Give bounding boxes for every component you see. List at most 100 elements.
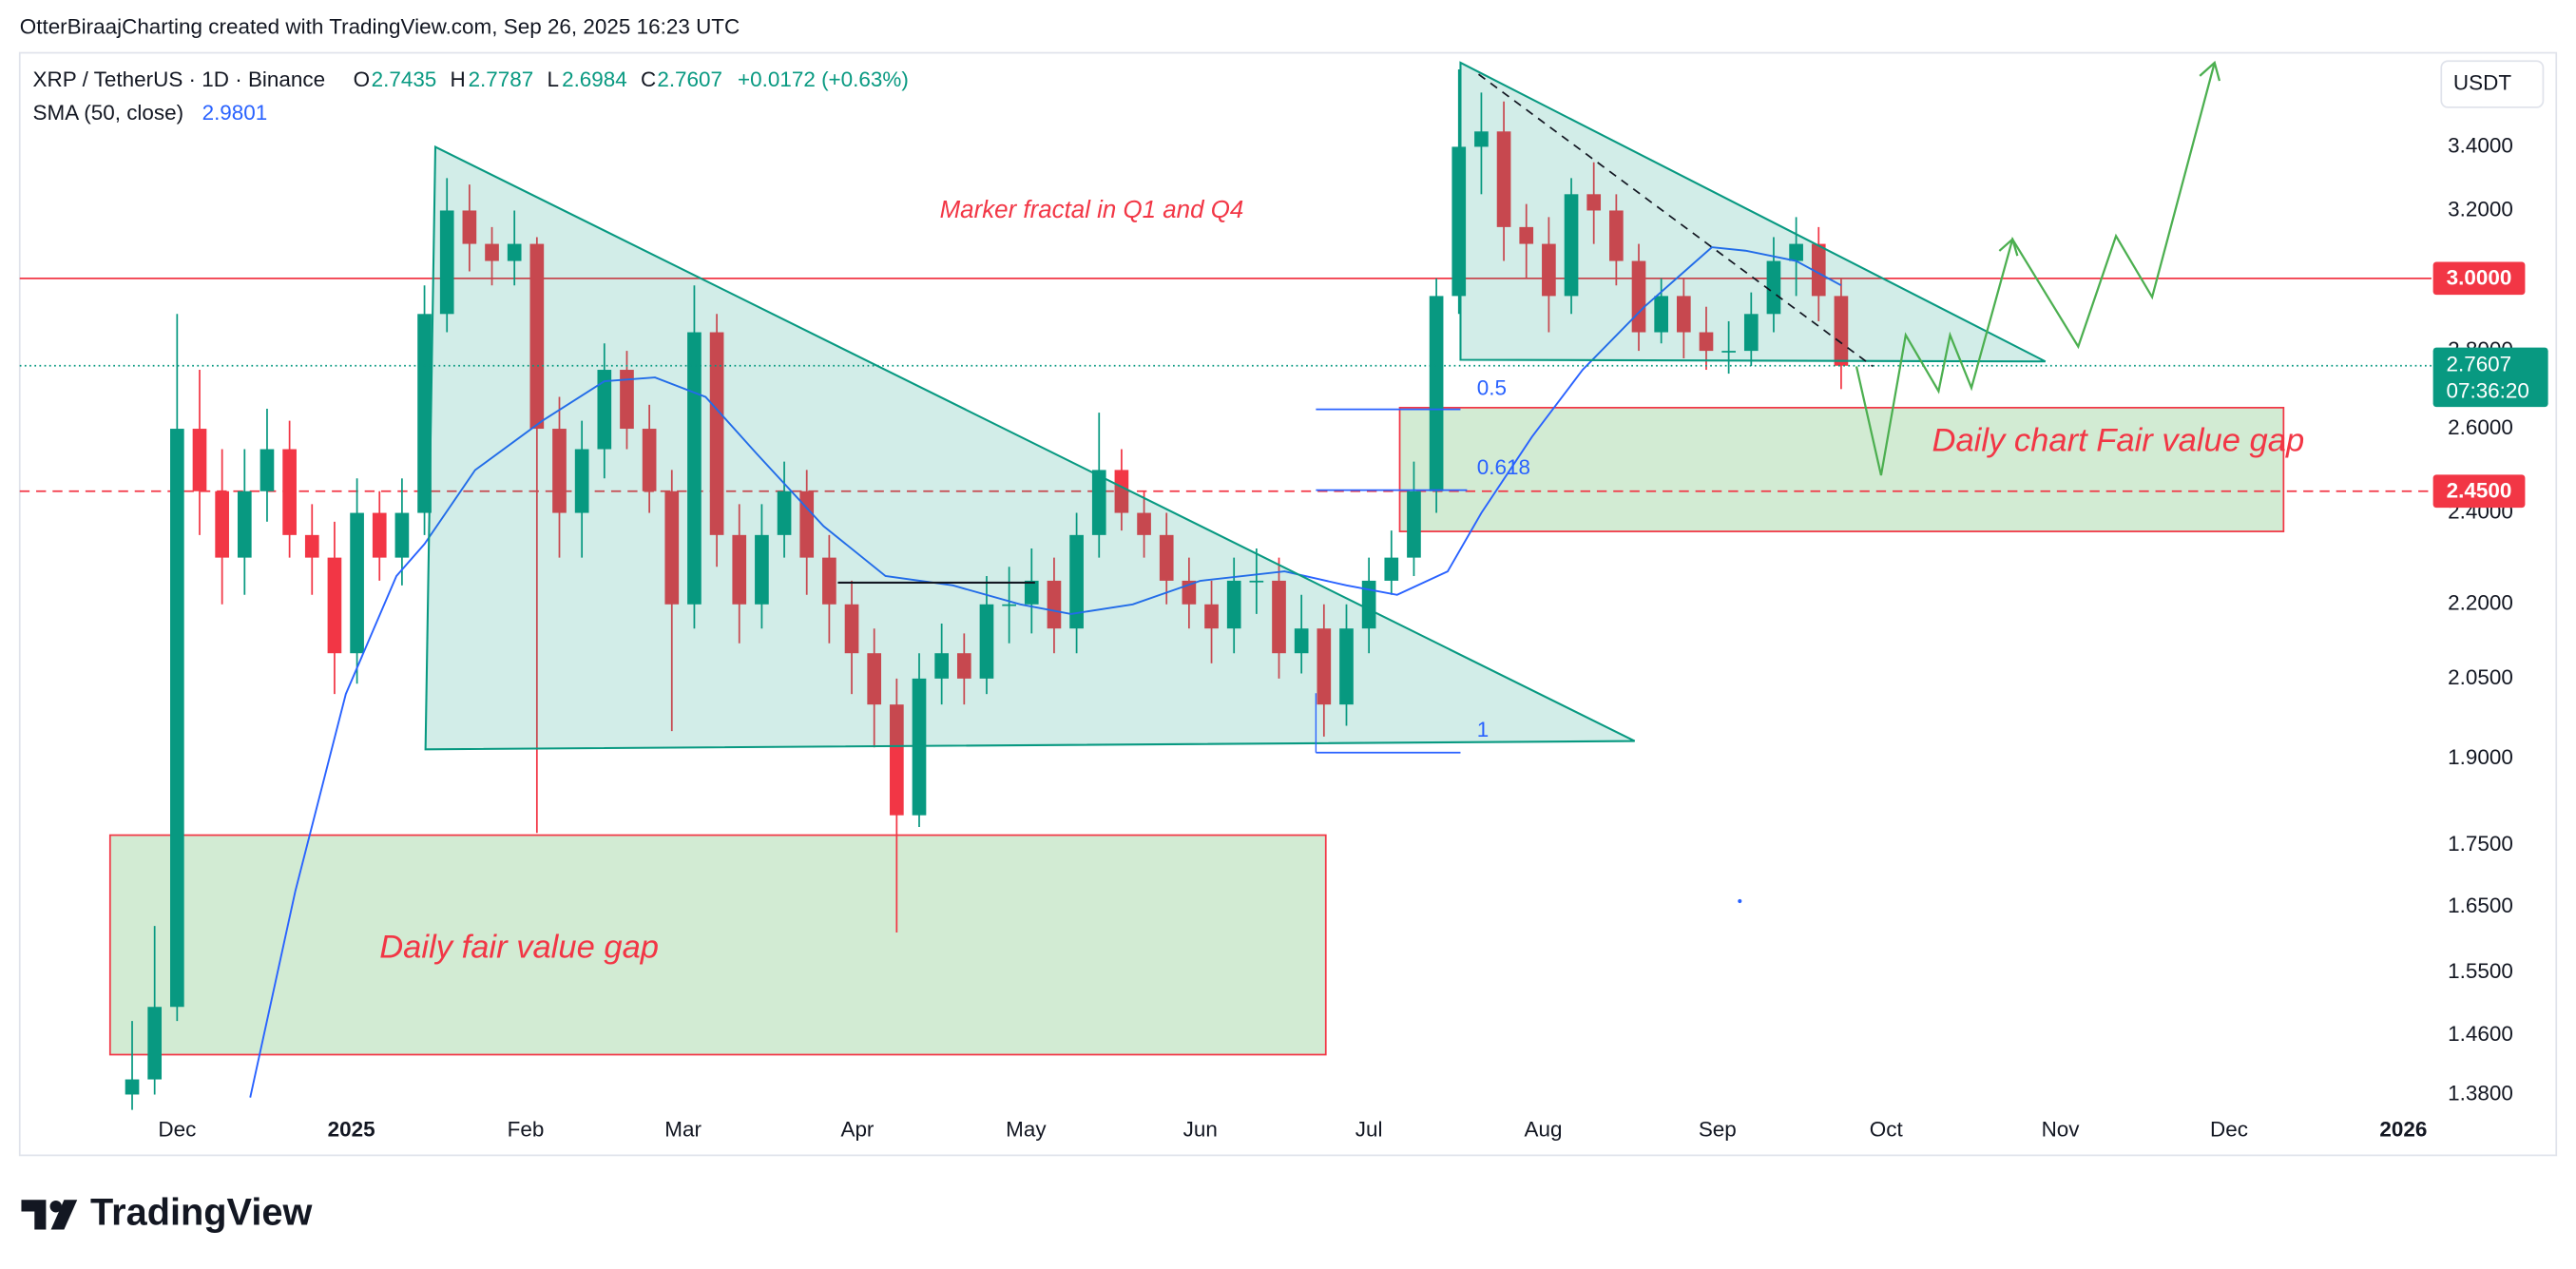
candle-body	[1519, 226, 1534, 244]
candle-body	[417, 314, 432, 513]
brand-logo: TradingView	[21, 1191, 313, 1233]
candle-body	[170, 429, 184, 1008]
last-price-box	[2432, 347, 2548, 408]
candle-body	[822, 557, 836, 605]
candle-body	[1159, 534, 1174, 581]
candle-body	[620, 370, 634, 430]
candle-body	[777, 490, 792, 535]
x-tick-label: Mar	[664, 1117, 702, 1141]
drawings-over: 0.5 0.618 1 Marker fractal in Q1 and Q4 …	[379, 60, 2304, 966]
candle-body	[1361, 580, 1376, 629]
price-label-box	[2432, 261, 2526, 296]
ohlc-key: H	[451, 67, 466, 91]
x-tick-label: 2025	[328, 1117, 375, 1141]
candle-body	[1249, 580, 1264, 583]
x-tick-label: Apr	[840, 1117, 874, 1141]
x-tick-label: Dec	[2210, 1117, 2248, 1141]
price-label: 3.0000	[2447, 266, 2512, 290]
trend-line	[1477, 73, 1874, 368]
candle-body	[1699, 332, 1714, 352]
chart-frame	[18, 51, 2558, 1157]
brand: TradingView	[90, 1191, 313, 1233]
candle-body	[304, 534, 319, 558]
drawings-under	[108, 406, 2285, 1056]
candle-body	[439, 210, 454, 315]
candle-body	[1294, 628, 1309, 654]
candle-body	[1339, 628, 1354, 705]
y-tick-label: 2.6000	[2448, 415, 2513, 439]
candle-body	[1631, 260, 1646, 333]
candle-body	[260, 449, 275, 491]
ohlc-key: O	[354, 67, 370, 91]
fib-label: 1	[1477, 718, 1490, 741]
x-tick-label: Aug	[1524, 1117, 1562, 1141]
candle-body	[507, 243, 522, 261]
annotation: Daily fair value gap	[379, 929, 659, 965]
candle-body	[1721, 351, 1736, 353]
price-label: 2.4500	[2447, 479, 2512, 503]
candle-body	[1384, 557, 1399, 581]
candle-body	[1743, 314, 1759, 352]
candle-body	[1114, 470, 1129, 513]
ohlc-value: 2.7435	[372, 67, 437, 91]
candle-body	[1137, 512, 1151, 535]
fvg-zone	[1398, 406, 2285, 532]
x-tick-label: 2026	[2379, 1117, 2427, 1141]
axes: 1.3800 1.4600 1.5500 1.6500 1.7500 1.9000 2.05…	[158, 133, 2548, 1141]
y-tick-label: 1.4600	[2448, 1022, 2513, 1046]
x-tick-label: Jul	[1355, 1117, 1383, 1141]
credit: OtterBiraajCharting created with Trading…	[20, 14, 740, 38]
candle-body	[934, 653, 949, 679]
ohlc-change: +0.0172 (+0.63%)	[738, 67, 909, 91]
arrow-head	[1998, 237, 2019, 257]
y-tick-label: 2.2000	[2448, 591, 2513, 615]
last-price-label: 2.7607	[2446, 353, 2511, 376]
ohlc-key: L	[548, 67, 560, 91]
candle-body	[597, 370, 612, 450]
candle-body	[485, 243, 499, 261]
candle-body	[799, 490, 815, 558]
x-tick-label: Sep	[1699, 1117, 1737, 1141]
triangle-pattern	[1459, 61, 2047, 363]
candle-body	[529, 243, 545, 430]
candle-body	[1789, 243, 1803, 261]
candle-body	[687, 332, 702, 605]
candle-body	[709, 332, 724, 535]
candle-body	[1047, 580, 1062, 629]
series	[19, 68, 2432, 1110]
candle-body	[956, 653, 971, 679]
candle-body	[552, 429, 567, 513]
candle-body	[1317, 628, 1332, 705]
candle-body	[282, 449, 297, 535]
y-tick-label: 1.7500	[2448, 832, 2513, 856]
symbol: XRP / TetherUS · 1D · Binance	[33, 67, 326, 91]
candle-body	[642, 429, 657, 491]
logo-mark	[21, 1200, 47, 1230]
legend: XRP / TetherUS · 1D · Binance O 2.7435 H…	[33, 67, 909, 125]
candle-body	[394, 512, 410, 558]
candle-body	[1834, 296, 1849, 366]
candle-body	[147, 1007, 163, 1080]
fvg-zone	[108, 834, 1327, 1056]
candle-body	[1429, 296, 1444, 491]
x-tick-label: Dec	[158, 1117, 196, 1141]
candle-body	[755, 534, 769, 605]
candle-body	[1204, 604, 1219, 629]
candle-body	[1586, 194, 1602, 211]
currency-button[interactable]	[2440, 60, 2545, 108]
y-tick-label: 2.0500	[2448, 665, 2513, 689]
triangle-pattern	[424, 144, 1636, 751]
candle-body	[732, 534, 747, 605]
x-tick-label: Feb	[508, 1117, 545, 1141]
x-tick-label: Nov	[2042, 1117, 2081, 1141]
ohlc-value: 2.6984	[562, 67, 627, 91]
candle-body	[1474, 131, 1489, 147]
candle-body	[192, 429, 207, 491]
candle-body	[1226, 580, 1241, 629]
y-tick-label: 1.6500	[2448, 894, 2513, 917]
sma-name: SMA (50, close)	[33, 101, 184, 125]
candle-body	[372, 512, 387, 558]
candle-body	[237, 490, 252, 558]
ohlc-value: 2.7787	[469, 67, 534, 91]
y-tick-label: 1.9000	[2448, 745, 2513, 769]
